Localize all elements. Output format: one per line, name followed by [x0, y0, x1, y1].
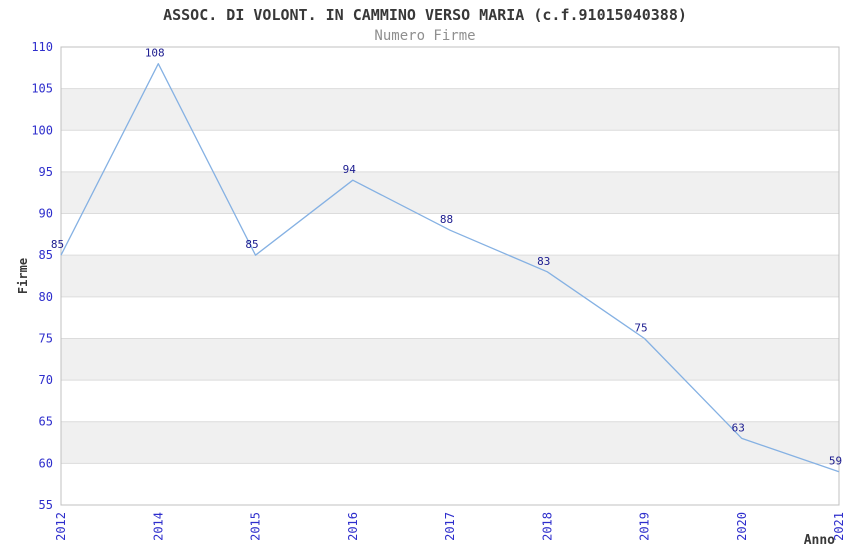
data-point-label: 108: [145, 47, 165, 60]
x-tick-label: 2012: [54, 512, 68, 541]
grid-band: [61, 421, 839, 464]
x-tick-label: 2017: [443, 512, 457, 541]
grid-band: [61, 255, 839, 297]
x-tick-label: 2015: [249, 512, 263, 541]
grid-band: [61, 88, 839, 131]
y-tick-label: 75: [39, 331, 53, 345]
x-axis-label: Anno: [804, 533, 835, 548]
data-point-label: 85: [245, 238, 258, 251]
y-axis-label: Firme: [16, 258, 30, 294]
data-point-label: 59: [829, 455, 842, 468]
grid-band: [61, 171, 839, 214]
data-point-label: 75: [634, 321, 647, 334]
y-tick-label: 70: [39, 373, 53, 387]
chart-title: ASSOC. DI VOLONT. IN CAMMINO VERSO MARIA…: [163, 6, 687, 24]
data-point-label: 85: [51, 238, 64, 251]
x-tick-label: 2014: [151, 512, 165, 541]
y-tick-label: 80: [39, 290, 53, 304]
chart-subtitle: Numero Firme: [374, 28, 476, 44]
data-line: [60, 63, 840, 473]
data-point-label: 83: [537, 255, 550, 268]
data-point-label: 94: [343, 163, 357, 176]
y-tick-label: 110: [31, 40, 53, 54]
y-tick-label: 60: [39, 456, 53, 470]
y-tick-label: 95: [39, 165, 53, 179]
grid-band: [61, 338, 839, 381]
y-tick-label: 100: [31, 123, 53, 137]
data-point-label: 88: [440, 213, 453, 226]
y-tick-label: 105: [31, 82, 53, 96]
data-point-label: 63: [732, 421, 745, 434]
y-tick-label: 65: [39, 415, 53, 429]
x-tick-label: 2019: [638, 512, 652, 541]
x-tick-label: 2018: [540, 512, 554, 541]
x-tick-label: 2016: [346, 512, 360, 541]
plot-border: [60, 46, 840, 506]
y-tick-label: 90: [39, 207, 53, 221]
x-tick-label: 2021: [832, 512, 846, 541]
y-tick-label: 85: [39, 248, 53, 262]
y-tick-label: 55: [39, 498, 53, 512]
x-tick-label: 2020: [735, 512, 749, 541]
